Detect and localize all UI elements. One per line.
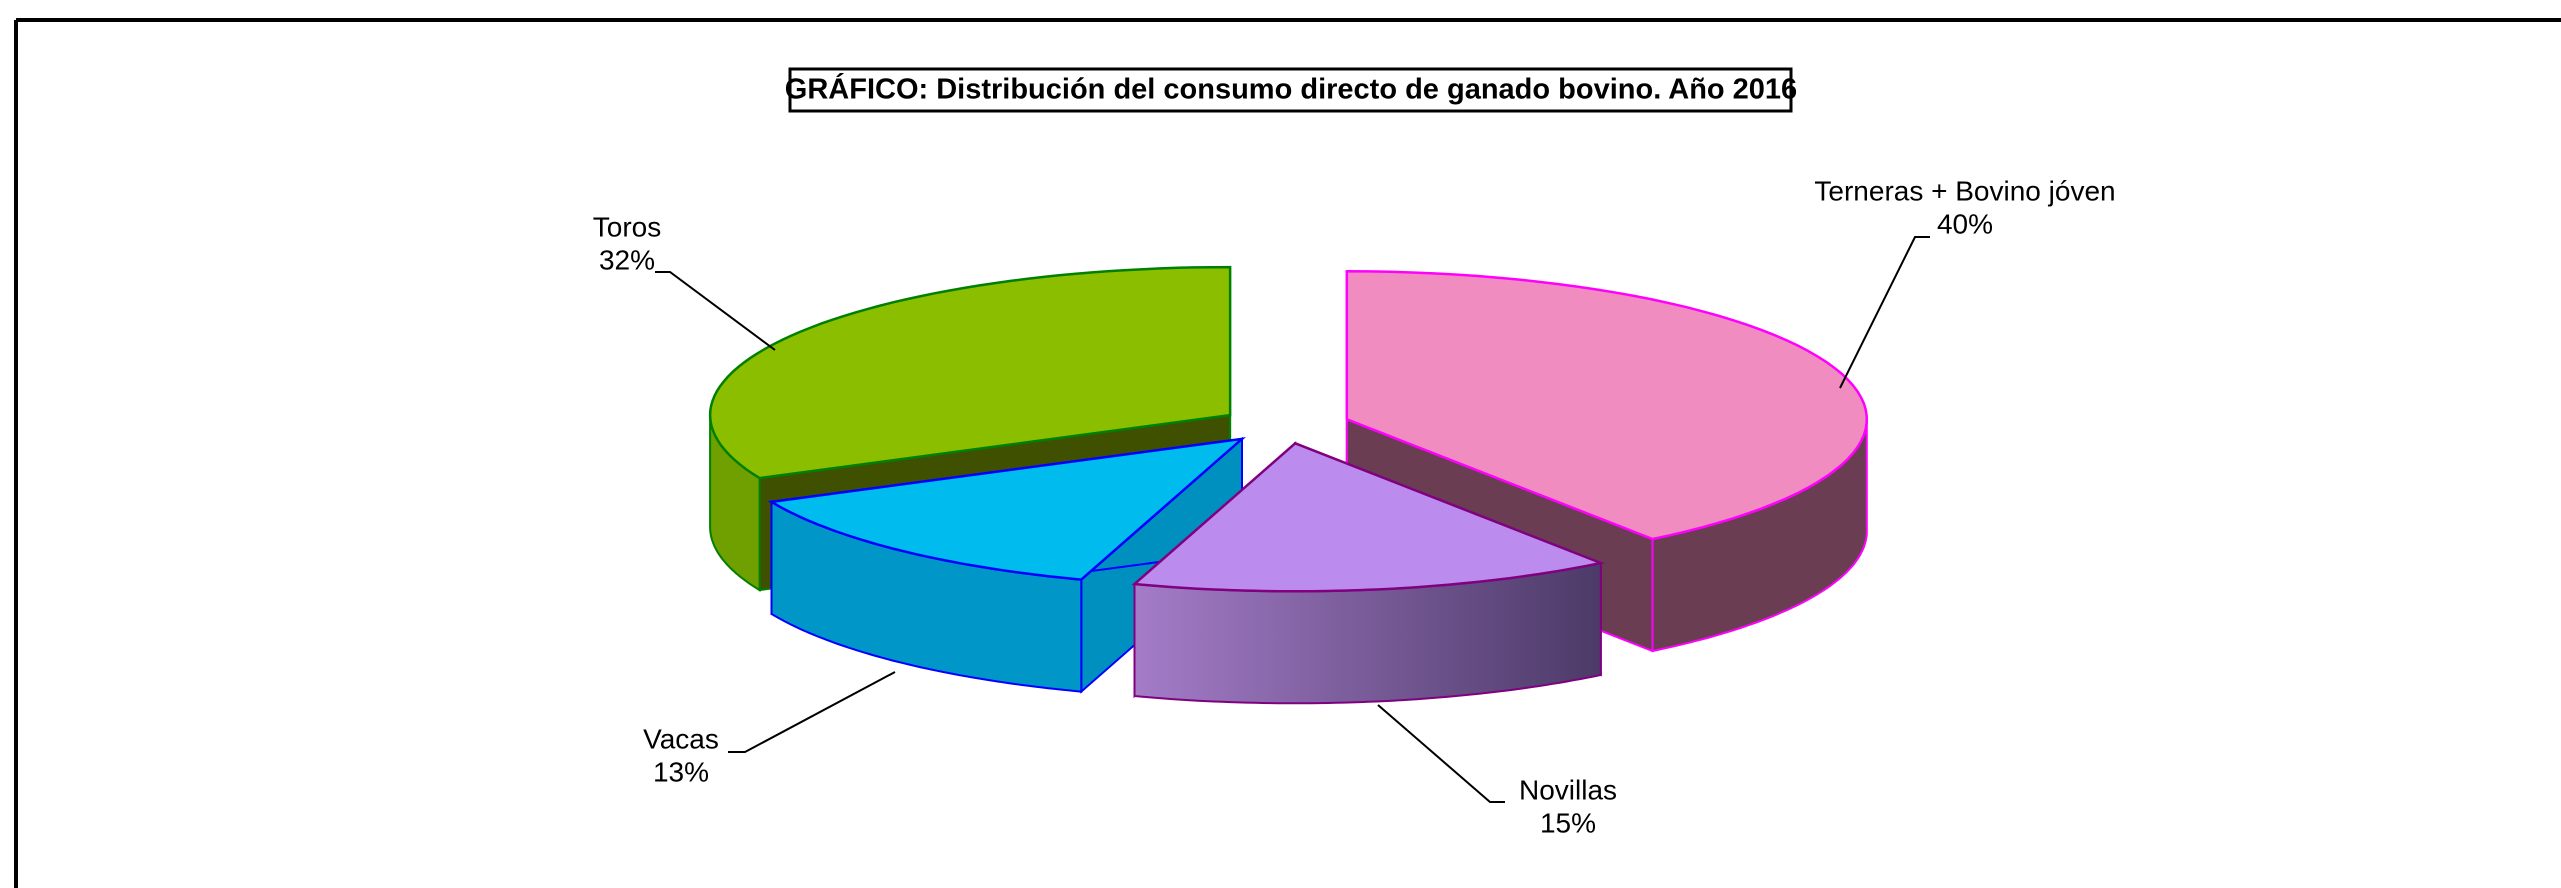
title-box xyxy=(788,67,1793,113)
pie xyxy=(708,265,1868,705)
slice-value-label: 32% xyxy=(599,244,655,275)
slice-value-label: 40% xyxy=(1937,208,1993,239)
leader-line xyxy=(655,271,776,351)
slice-label: Toros xyxy=(593,211,661,242)
slice xyxy=(767,437,1246,581)
slice xyxy=(1345,270,1868,541)
slice-label: Vacas xyxy=(643,723,719,754)
leader-line xyxy=(728,671,896,753)
slice-value-label: 13% xyxy=(653,756,709,787)
leader-line xyxy=(1377,704,1505,803)
slice-label: Novillas xyxy=(1519,774,1617,805)
slice xyxy=(708,265,1232,480)
slice xyxy=(1131,441,1606,593)
leader-line xyxy=(1839,236,1930,389)
slice-label: Terneras + Bovino jóven xyxy=(1814,175,2115,206)
slice-value-label: 15% xyxy=(1540,807,1596,838)
chart-title: GRÁFICO: Distribución del consumo direct… xyxy=(785,72,1797,106)
